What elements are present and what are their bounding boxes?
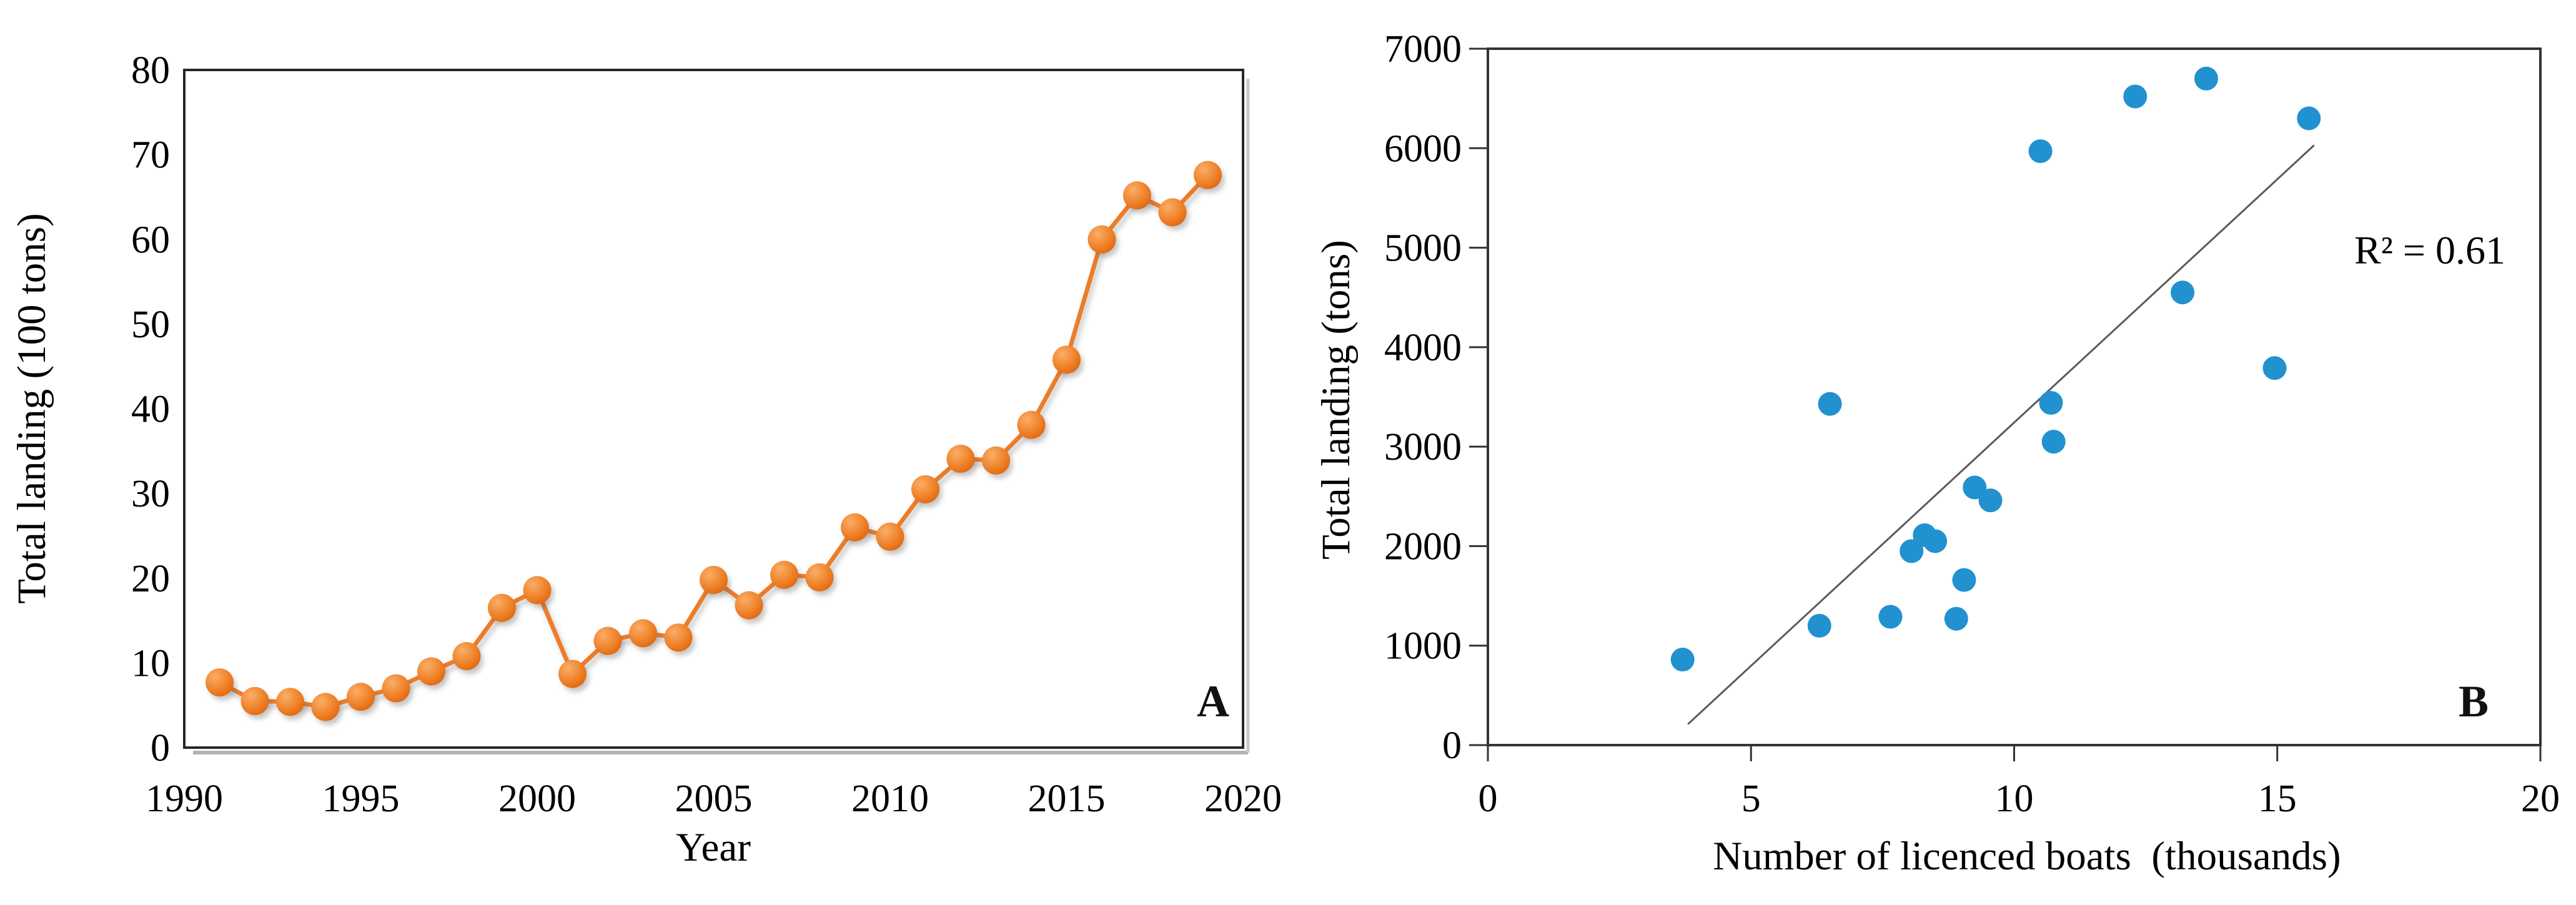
scatter-point <box>1900 539 1924 563</box>
chart-b-y-tick-label: 7000 <box>1384 28 1462 71</box>
chart-b-frame <box>1487 47 2542 746</box>
chart-a-y-tick-label: 50 <box>131 304 170 346</box>
chart-a-y-tick-label: 60 <box>131 219 170 261</box>
chart-a-x-tick-label: 2015 <box>1028 778 1106 820</box>
chart-b-y-tick-label: 0 <box>1442 724 1462 767</box>
chart-b-x-tick-label: 15 <box>2258 778 2297 820</box>
chart-a-x-tick-label: 1990 <box>146 778 223 820</box>
scatter-point <box>2041 430 2066 454</box>
data-point <box>1017 410 1046 439</box>
chart-b-y-axis-title: Total landing (tons) <box>1314 240 1359 560</box>
chart-a-x-tick-label: 2020 <box>1204 778 1282 820</box>
chart-a-panel-letter: A <box>1197 676 1229 726</box>
data-point <box>700 565 728 594</box>
scatter-point <box>1818 392 1842 416</box>
chart-b-y-tick-label: 5000 <box>1384 227 1462 270</box>
scatter-point <box>2039 391 2063 415</box>
scatter-point <box>2194 66 2219 91</box>
chart-b-y-tick-label: 1000 <box>1384 625 1462 668</box>
scatter-point <box>1923 529 1948 553</box>
data-point <box>911 475 939 503</box>
scatter-point <box>1670 648 1695 672</box>
chart-a-x-tick-label: 2005 <box>675 778 753 820</box>
data-point <box>347 683 375 711</box>
data-point <box>770 560 798 589</box>
scatter-point <box>1807 613 1831 638</box>
chart-a-y-tick-label: 20 <box>131 558 170 600</box>
trend-line <box>1687 144 2315 725</box>
scatter-point <box>2297 106 2321 131</box>
data-point <box>417 657 445 686</box>
data-point <box>1194 161 1222 189</box>
chart-b-y-tick-label: 2000 <box>1384 525 1462 568</box>
chart-b-y-tick-label: 6000 <box>1384 127 1462 170</box>
chart-a-y-tick-label: 40 <box>131 388 170 431</box>
data-point <box>452 642 481 671</box>
data-point <box>841 513 869 542</box>
chart-b-y-tick-label: 4000 <box>1384 327 1462 369</box>
data-point <box>629 619 657 648</box>
chart-a-x-tick-label: 1995 <box>322 778 400 820</box>
chart-a-x-axis-title: Year <box>676 825 751 870</box>
data-point <box>311 693 340 721</box>
data-point <box>982 446 1010 475</box>
line-series-shadow <box>220 177 1212 714</box>
data-point <box>735 591 763 620</box>
data-point <box>523 576 552 605</box>
scatter-point <box>2028 139 2053 164</box>
data-point <box>382 674 410 703</box>
chart-a-frame <box>183 69 1244 749</box>
chart-b-x-axis-title: Number of licenced boats (thousands) <box>1713 834 2341 879</box>
chart-a-plot: 0 10 20 30 40 50 60 70 80 1990 1995 2000 2005 2010 201… <box>131 49 1282 820</box>
chart-a-x-tick-label: 2010 <box>851 778 929 820</box>
chart-b-y-tick-label: 3000 <box>1384 426 1462 468</box>
data-point <box>1123 181 1151 210</box>
data-point <box>206 668 234 697</box>
scatter-point <box>1878 605 1903 629</box>
chart-a-y-tick-label: 0 <box>151 727 170 769</box>
data-point <box>558 660 587 688</box>
data-point <box>1053 345 1081 374</box>
chart-b-plot: 0 1000 2000 3000 4000 5000 6000 7000 0 5 10 15 20 <box>1384 28 2560 820</box>
chart-a-y-tick-label: 30 <box>131 473 170 515</box>
chart-a-y-tick-label: 70 <box>131 134 170 177</box>
data-point <box>876 522 904 551</box>
chart-b-x-tick-label: 0 <box>1479 778 1498 820</box>
data-point <box>805 563 834 591</box>
chart-a-y-tick-label: 10 <box>131 642 170 685</box>
scatter-point <box>1978 488 2003 513</box>
chart-b-x-tick-label: 5 <box>1741 778 1761 820</box>
chart-b-panel-letter: B <box>2459 676 2489 726</box>
chart-a-y-axis-title: Total landing (100 tons) <box>9 213 54 604</box>
chart-b-x-tick-label: 20 <box>2521 778 2560 820</box>
data-point <box>664 623 693 652</box>
data-point <box>1087 225 1116 254</box>
data-point <box>1158 198 1187 227</box>
chart-a-y-tick-label: 80 <box>131 49 170 92</box>
scatter-point <box>2171 280 2195 305</box>
chart-b-x-tick-label: 10 <box>1995 778 2034 820</box>
scatter-point <box>2123 84 2147 109</box>
data-point <box>488 593 516 622</box>
scatter-point <box>1952 568 1976 592</box>
data-point <box>240 686 269 715</box>
data-point <box>593 626 622 655</box>
data-point <box>276 688 304 716</box>
r-squared-annotation: R² = 0.61 <box>2354 228 2505 272</box>
scatter-point <box>2262 356 2287 380</box>
scatter-point <box>1963 475 1987 500</box>
data-point <box>946 445 975 473</box>
scatter-point <box>1944 606 1968 631</box>
chart-a-x-tick-label: 2000 <box>498 778 576 820</box>
line-series <box>217 172 1210 710</box>
